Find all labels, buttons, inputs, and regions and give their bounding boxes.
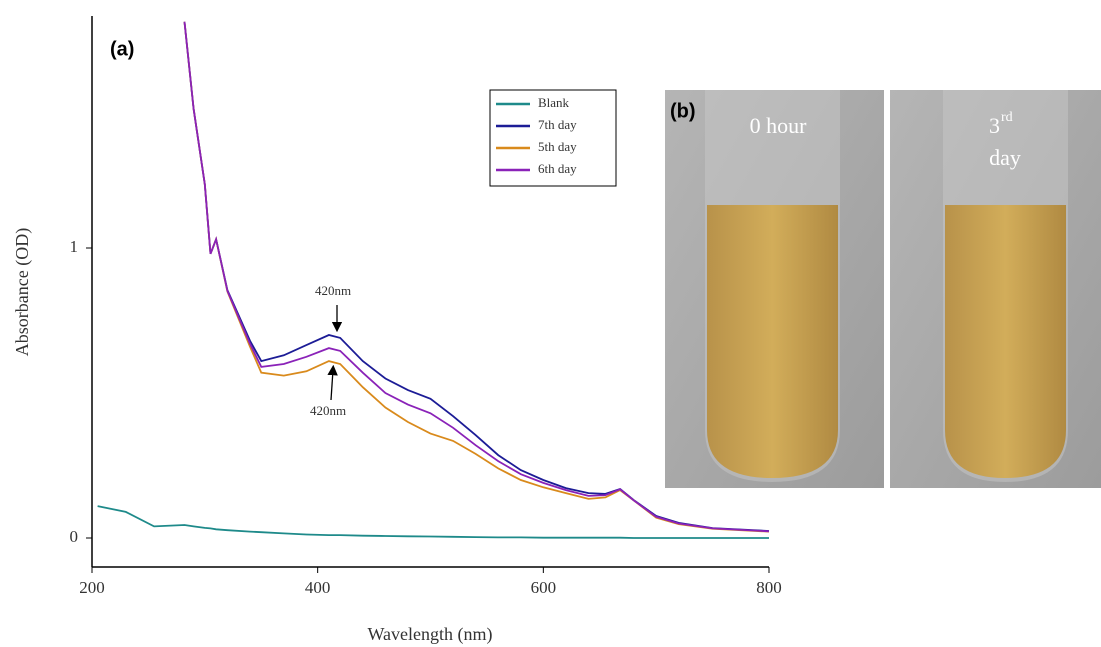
liquid bbox=[945, 205, 1066, 478]
figure: (a) Wavelength (nm) Absorbance (OD) (b) … bbox=[0, 0, 1101, 647]
photo-panel: (b) 0 hour 3 rd day bbox=[665, 90, 1101, 488]
x-tick-label: 600 bbox=[531, 578, 557, 597]
photo-label: day bbox=[989, 145, 1021, 170]
photo-label-superscript: rd bbox=[1001, 110, 1013, 125]
panel-label: (b) bbox=[670, 100, 696, 122]
legend-label: 6th day bbox=[538, 161, 577, 176]
legend-label: 7th day bbox=[538, 117, 577, 132]
y-axis-label: Absorbance (OD) bbox=[12, 228, 33, 356]
legend-label: Blank bbox=[538, 95, 570, 110]
y-tick-label: 0 bbox=[70, 527, 79, 546]
x-axis-label: Wavelength (nm) bbox=[367, 624, 492, 645]
liquid bbox=[707, 205, 838, 478]
legend-label: 5th day bbox=[538, 139, 577, 154]
x-tick-label: 800 bbox=[756, 578, 782, 597]
x-tick-label: 200 bbox=[79, 578, 105, 597]
photo-label: 3 bbox=[989, 113, 1000, 138]
x-tick-label: 400 bbox=[305, 578, 331, 597]
annotation: 420nm bbox=[315, 283, 351, 298]
photo-label: 0 hour bbox=[750, 113, 808, 138]
annotation-arrow bbox=[331, 370, 333, 400]
panel-label: (a) bbox=[110, 38, 134, 60]
annotation: 420nm bbox=[310, 403, 346, 418]
y-tick-label: 1 bbox=[70, 237, 79, 256]
